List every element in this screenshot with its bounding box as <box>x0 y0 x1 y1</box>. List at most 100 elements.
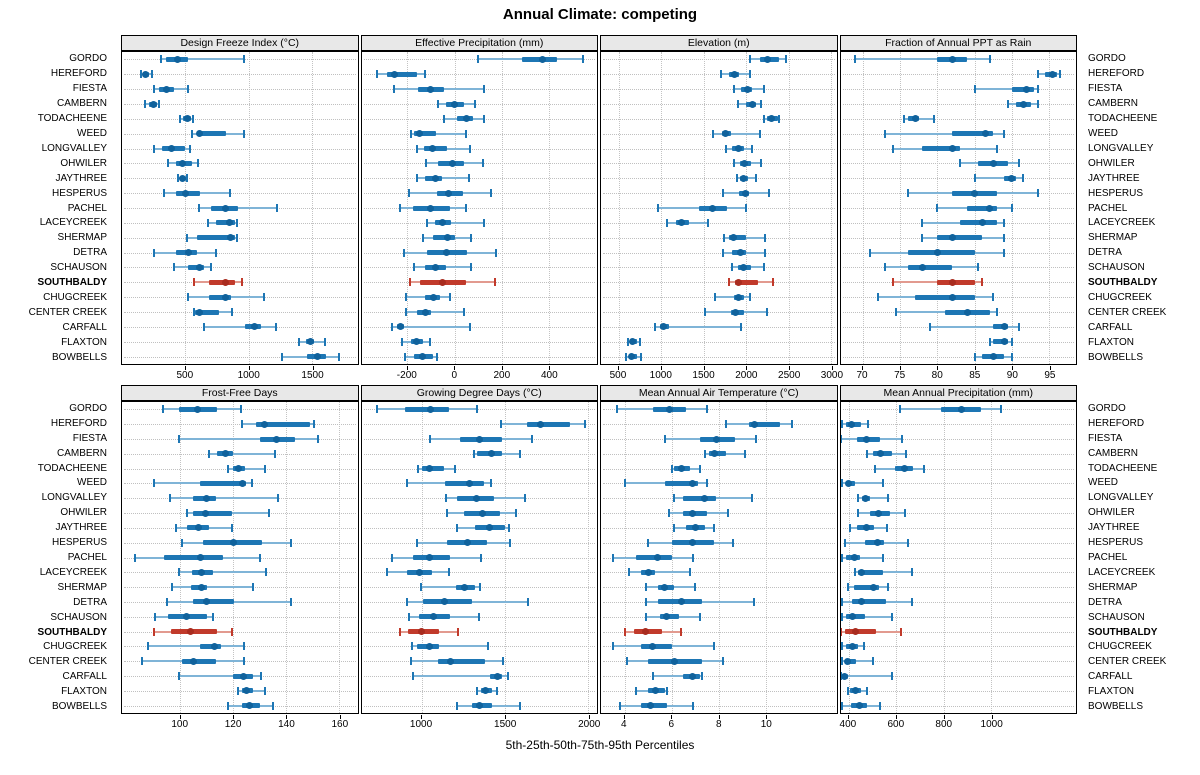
panel-header-elevation-m: Elevation (m) <box>600 35 838 51</box>
axis-tick-label: 1500 <box>301 370 324 381</box>
p5-cap <box>898 405 901 414</box>
percentile-row <box>122 290 358 305</box>
left-site-labels: GORDO HEREFORD FIESTA CAMBERN TODACHEENE WEED… <box>0 51 114 365</box>
median-dot <box>742 189 750 197</box>
axis-tick <box>943 715 945 719</box>
median-dot <box>462 115 470 123</box>
p95-cap <box>150 70 153 79</box>
p5-cap <box>402 248 405 257</box>
p5-cap <box>152 144 155 153</box>
p5-cap <box>185 509 188 518</box>
percentile-row <box>122 275 358 290</box>
axis-tick-label: 0 <box>451 370 458 381</box>
percentile-row <box>601 305 837 320</box>
p95-cap <box>531 435 534 444</box>
p5-cap <box>241 420 244 429</box>
p95-cap <box>750 494 753 503</box>
p5-cap <box>723 233 726 242</box>
median-dot <box>476 702 484 710</box>
p5-cap <box>415 174 418 183</box>
median-dot <box>183 613 191 621</box>
median-dot <box>958 405 966 413</box>
p95-cap <box>448 293 451 302</box>
median-dot <box>195 524 203 532</box>
p5-cap <box>849 523 851 532</box>
p95-cap <box>465 204 468 213</box>
axis-tick-label: 500 <box>609 370 627 381</box>
median-dot <box>426 465 434 473</box>
percentile-row <box>362 156 598 171</box>
site-label: LACEYCREEK <box>1088 217 1156 229</box>
p5-cap <box>408 278 411 287</box>
percentile-row <box>841 156 1077 171</box>
percentile-row <box>841 97 1077 112</box>
median-dot <box>442 249 450 257</box>
gridline <box>548 52 550 364</box>
site-label: BOWBELLS <box>1088 352 1144 364</box>
p5-cap <box>409 129 412 138</box>
row-gridline <box>363 237 595 239</box>
median-dot <box>396 323 404 331</box>
p5-cap <box>417 464 420 473</box>
p5-cap <box>730 263 733 272</box>
iqr-box <box>664 480 698 486</box>
axis-tick-label: 1000 <box>237 370 260 381</box>
p5-cap <box>844 538 847 547</box>
gridline <box>718 402 720 713</box>
p5-cap <box>1007 100 1010 108</box>
p95-cap <box>778 114 781 123</box>
site-label: OHWILER <box>60 507 107 519</box>
whisker-line <box>160 58 245 61</box>
p95-cap <box>274 322 277 331</box>
median-dot <box>415 130 423 138</box>
p5-cap <box>721 248 724 257</box>
percentile-row <box>601 156 837 171</box>
row-gridline <box>363 409 595 411</box>
p95-cap <box>240 405 243 414</box>
row-gridline <box>363 267 595 269</box>
p5-cap <box>187 293 190 302</box>
row-gridline <box>842 646 1074 648</box>
site-label: CAMBERN <box>56 447 107 459</box>
whisker-line <box>855 58 990 61</box>
row-gridline <box>124 356 356 358</box>
panel-elevation-m <box>600 51 838 365</box>
iqr-box <box>728 235 746 241</box>
p5-cap <box>191 129 194 138</box>
p95-cap <box>1010 352 1013 361</box>
percentile-row <box>601 245 837 260</box>
p5-cap <box>973 174 976 183</box>
p5-cap <box>884 129 887 138</box>
row-gridline <box>124 424 356 426</box>
p5-cap <box>973 352 976 361</box>
whisker-line <box>412 645 489 648</box>
percentile-row <box>601 624 837 639</box>
p5-cap <box>455 701 458 710</box>
p5-cap <box>197 204 200 213</box>
percentile-row <box>362 126 598 141</box>
median-dot <box>852 628 860 636</box>
median-dot <box>473 494 481 502</box>
median-dot <box>441 598 449 606</box>
site-label: LACEYCREEK <box>39 217 107 229</box>
p95-cap <box>871 657 874 666</box>
p5-cap <box>644 583 647 592</box>
p5-cap <box>721 189 724 198</box>
row-gridline <box>842 468 1074 470</box>
p95-cap <box>465 129 468 138</box>
p95-cap <box>680 627 683 636</box>
percentile-row <box>362 319 598 334</box>
p5-cap <box>624 352 627 361</box>
p5-cap <box>869 248 872 257</box>
row-gridline <box>363 356 595 358</box>
percentile-row <box>362 141 598 156</box>
percentile-row <box>122 595 358 610</box>
percentile-row <box>601 97 837 112</box>
median-dot <box>197 583 205 591</box>
median-dot <box>848 613 856 621</box>
p95-cap <box>508 538 511 547</box>
percentile-row <box>601 349 837 364</box>
iqr-box <box>952 131 994 137</box>
percentile-row <box>362 111 598 126</box>
whisker-line <box>392 325 470 328</box>
